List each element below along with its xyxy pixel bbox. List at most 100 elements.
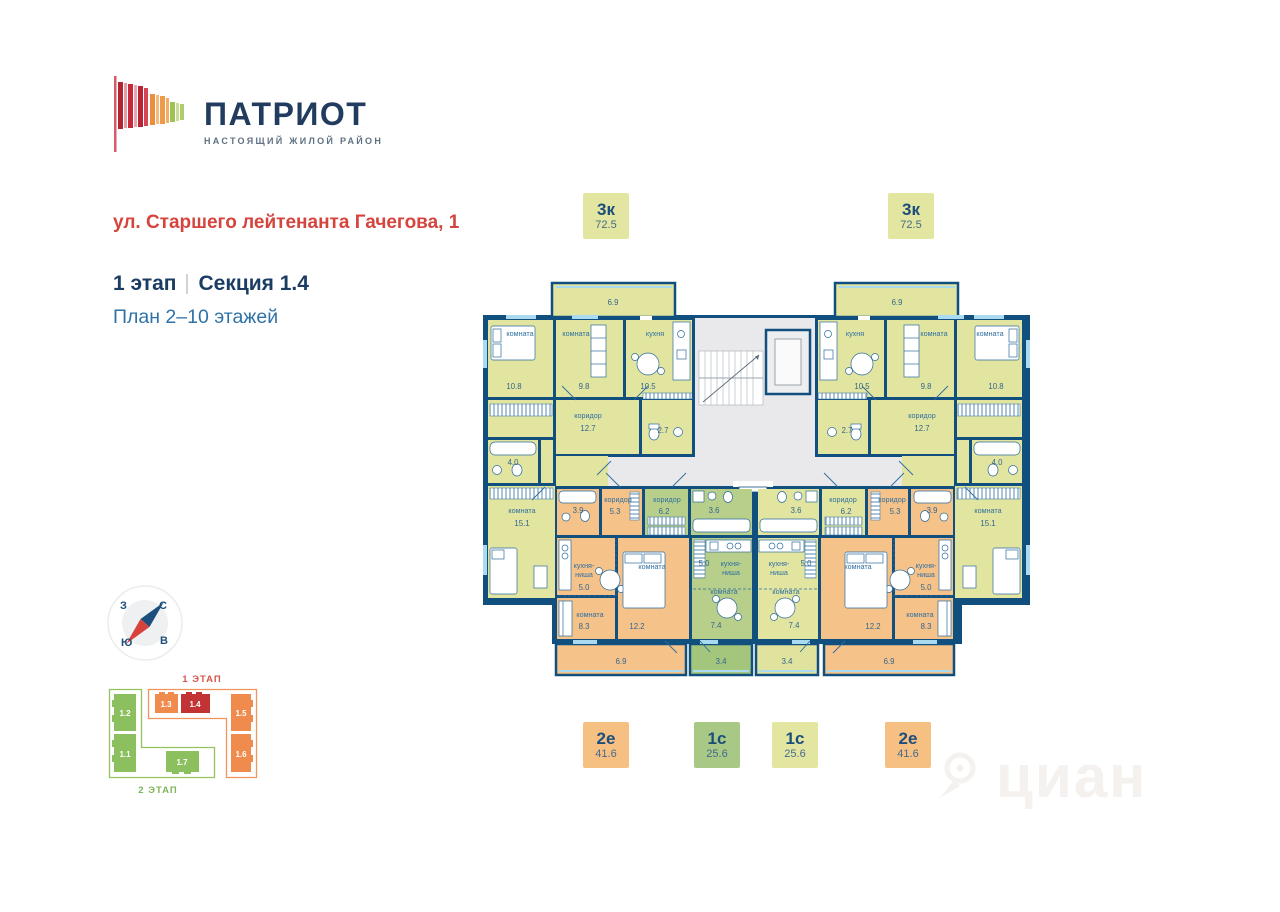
compass-east: В: [160, 635, 168, 647]
legend-area: 41.6: [897, 748, 919, 760]
room-area: 12.7: [914, 424, 929, 433]
site-stage2-label: 2 ЭТАП: [138, 785, 177, 796]
room-name: коридор: [653, 495, 680, 504]
room-name: кухня: [846, 329, 864, 338]
room-area: 9.8: [579, 382, 590, 391]
svg-text:1.3: 1.3: [160, 700, 172, 709]
stage-section-title: 1 этап Секция 1.4: [113, 272, 309, 296]
compass: С В Ю З: [107, 585, 183, 661]
legend-3k-left: 3к 72.5: [583, 193, 629, 239]
room-name: комната: [920, 329, 947, 338]
cian-watermark: циан: [930, 742, 1147, 811]
room-area: 8.3: [579, 622, 590, 631]
compass-needle: [126, 602, 164, 644]
room-area: 12.7: [580, 424, 595, 433]
brand-tagline: НАСТОЯЩИЙ ЖИЛОЙ РАЙОН: [204, 136, 384, 146]
room-name: кухня-: [574, 561, 595, 570]
svg-text:1.7: 1.7: [176, 758, 188, 767]
legend-area: 72.5: [900, 219, 922, 231]
plan-title: План 2–10 этажей: [113, 306, 279, 328]
room-area: 7.4: [711, 621, 723, 630]
stage1-outline: [147, 688, 258, 779]
site-block-1-7: 1.7: [166, 751, 199, 774]
room-name: коридор: [878, 495, 905, 504]
windows: [483, 315, 1030, 644]
room-area: 7.4: [789, 621, 801, 630]
room-area: 5.0: [699, 559, 711, 568]
section-label: Секция 1.4: [198, 272, 309, 295]
room-area: 12.2: [865, 622, 880, 631]
legend-type: 1с: [785, 729, 805, 748]
room-name: ниша: [770, 568, 788, 577]
legend-type: 2е: [898, 729, 918, 748]
legend-3k-right: 3к 72.5: [888, 193, 934, 239]
room-name: комната: [576, 610, 603, 619]
elevator: [764, 328, 812, 396]
divider: [186, 274, 189, 294]
balcony-area: 6.9: [608, 298, 619, 307]
room-area: 8.3: [921, 622, 932, 631]
balconies: [550, 281, 960, 677]
floor-plan: 6.9 6.9 комната 10.8 комната 9.8 кухня 1…: [483, 281, 1030, 677]
room-area: 4.0: [508, 458, 520, 467]
stage-label: 1 этап: [113, 272, 177, 295]
site-plan: 1 ЭТАП 1.2 1.1 1.7 1.3 1.4 1.5 1.6 2 ЭТА…: [108, 674, 258, 796]
room-name: кухня-: [916, 561, 937, 570]
room-name: комната: [508, 506, 535, 515]
site-block-1-6: 1.6: [231, 734, 253, 772]
balcony-area: 6.9: [884, 657, 895, 666]
address-title: ул. Старшего лейтенанта Гачегова, 1: [113, 212, 460, 233]
room-name: комната: [638, 562, 665, 571]
room-area: 10.5: [854, 382, 870, 391]
room-area: 10.8: [506, 382, 521, 391]
compass-north: С: [159, 600, 167, 612]
svg-text:1.5: 1.5: [235, 709, 247, 718]
compass-south: Ю: [121, 637, 132, 649]
furniture: [489, 321, 1021, 637]
stage2-outline: [108, 688, 216, 779]
cian-watermark-text: циан: [996, 743, 1148, 810]
legend-1s-yellow: 1с 25.6: [772, 722, 818, 768]
svg-text:1.6: 1.6: [235, 750, 247, 759]
site-block-1-1: 1.1: [112, 734, 136, 772]
balcony-area: 6.9: [616, 657, 627, 666]
room-name: ниша: [722, 568, 740, 577]
room-area: 9.8: [921, 382, 932, 391]
legend-type: 3к: [902, 200, 920, 219]
room-area: 2.7: [842, 426, 853, 435]
svg-text:1.4: 1.4: [189, 700, 201, 709]
room-name: коридор: [829, 495, 856, 504]
site-stage1-label: 1 ЭТАП: [182, 674, 221, 685]
stairs: [698, 350, 764, 406]
studio-right: [758, 489, 865, 639]
balcony-area: 6.9: [892, 298, 903, 307]
room-name: коридор: [908, 411, 935, 420]
site-block-1-2: 1.2: [112, 694, 136, 731]
room-area: 3.6: [709, 506, 720, 515]
room-name: ниша: [575, 570, 593, 579]
room-name: комната: [506, 329, 533, 338]
room-area: 2.7: [658, 426, 669, 435]
svg-text:1.2: 1.2: [119, 709, 131, 718]
legend-type: 3к: [597, 200, 615, 219]
legend-1s-green: 1с 25.6: [694, 722, 740, 768]
room-name: коридор: [574, 411, 601, 420]
room-name: кухня-: [721, 559, 742, 568]
room-area: 5.0: [801, 559, 813, 568]
room-name: комната: [976, 329, 1003, 338]
legend-type: 2е: [596, 729, 616, 748]
legend-type: 1с: [707, 729, 727, 748]
room-area: 5.0: [921, 583, 933, 592]
cian-pin-icon: [940, 752, 976, 798]
room-name: коридор: [604, 495, 631, 504]
brand-name: ПАТРИОТ: [204, 96, 368, 132]
legend-area: 25.6: [784, 748, 806, 760]
flag-bars: [118, 82, 184, 129]
room-area: 15.1: [980, 519, 995, 528]
room-area: 3.6: [791, 506, 802, 515]
site-block-1-5: 1.5: [231, 694, 253, 731]
room-area: 10.8: [988, 382, 1003, 391]
room-area: 6.2: [841, 507, 852, 516]
brand-logo: ПАТРИОТ НАСТОЯЩИЙ ЖИЛОЙ РАЙОН: [104, 72, 383, 158]
